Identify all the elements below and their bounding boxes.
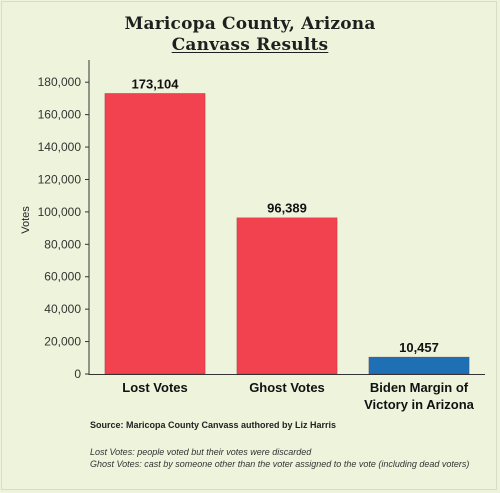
note-ghost-votes: Ghost Votes: cast by someone other than …: [90, 459, 470, 469]
y-axis: 0 20,000 40,000 60,000 80,000 100,000 120,000 1…: [38, 60, 485, 381]
y-tick-label: 160,000: [38, 108, 82, 122]
chart-subtitle: Canvass Results: [171, 35, 329, 55]
y-tick-label: 180,000: [38, 75, 82, 89]
bar-value-label: 96,389: [267, 201, 307, 216]
x-category-label: Biden Margin of Victory in Arizona: [364, 380, 475, 412]
y-tick-label: 60,000: [44, 270, 81, 284]
x-category-label: Lost Votes: [122, 380, 188, 395]
note-lost-votes: Lost Votes: people voted but their votes…: [90, 447, 312, 457]
bar-3: [368, 356, 470, 375]
bar-2: [236, 217, 338, 375]
y-tick-label: 100,000: [38, 205, 82, 219]
y-tick-label: 20,000: [44, 335, 81, 349]
y-tick-label: 140,000: [38, 140, 82, 154]
chart-title: Maricopa County, Arizona: [124, 14, 376, 34]
source-note: Source: Maricopa County Canvass authored…: [90, 420, 337, 430]
y-tick-label: 0: [74, 367, 81, 381]
x-category-label: Ghost Votes: [249, 380, 325, 395]
y-tick-label: 40,000: [44, 302, 81, 316]
bars: 173,104 96,389 10,457: [104, 76, 470, 375]
bar-chart: 0 20,000 40,000 60,000 80,000 100,000 120,000 1…: [20, 60, 485, 412]
bar-value-label: 10,457: [399, 340, 439, 355]
bar-1: [104, 93, 206, 375]
bar-value-label: 173,104: [132, 76, 180, 91]
y-axis-label: Votes: [20, 206, 32, 234]
x-axis-labels: Lost Votes Ghost Votes Biden Margin of Vict…: [122, 380, 474, 412]
y-tick-label: 80,000: [44, 237, 81, 251]
y-tick-label: 120,000: [38, 172, 82, 186]
